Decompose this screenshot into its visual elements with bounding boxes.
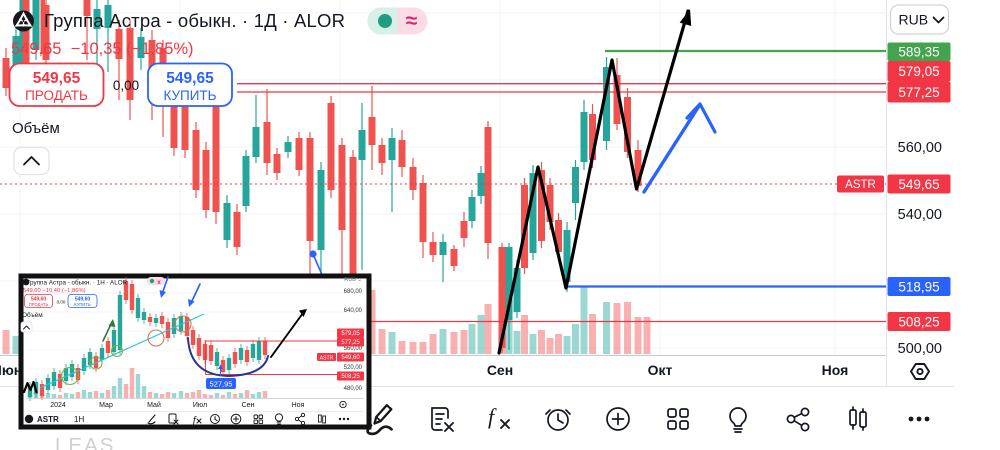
svg-text:0,00: 0,00: [57, 300, 66, 305]
svg-text:560,00: 560,00: [898, 140, 942, 156]
svg-text:549,60: 549,60: [75, 297, 91, 303]
svg-text:КУПИТЬ: КУПИТЬ: [163, 88, 216, 103]
svg-text:Мар: Мар: [99, 402, 113, 409]
svg-text:f: f: [488, 404, 497, 429]
svg-text:Июл: Июл: [193, 402, 207, 409]
svg-text:579,05: 579,05: [341, 331, 360, 337]
svg-text:Объём: Объём: [22, 311, 43, 319]
svg-text:680,00: 680,00: [344, 289, 363, 295]
svg-text:549,65: 549,65: [33, 70, 81, 87]
svg-text:589,35: 589,35: [898, 45, 939, 60]
svg-text:ПРОДАТЬ: ПРОДАТЬ: [29, 302, 49, 307]
svg-text:640,00: 640,00: [344, 308, 363, 314]
svg-text:549,65: 549,65: [898, 177, 939, 192]
svg-text:520,00: 520,00: [344, 365, 363, 371]
svg-text:549,65 −10,35 (−1,85%): 549,65 −10,35 (−1,85%): [11, 40, 194, 58]
svg-text:549,60 −10,40 (−1,86%): 549,60 −10,40 (−1,86%): [23, 288, 86, 294]
svg-text:LEAS: LEAS: [55, 434, 115, 450]
svg-text:Ноя: Ноя: [292, 402, 305, 409]
svg-text:549,65: 549,65: [166, 70, 214, 87]
svg-text:Сен: Сен: [487, 362, 513, 378]
svg-text:500,00: 500,00: [898, 341, 942, 357]
svg-text:Июн: Июн: [0, 362, 22, 378]
svg-text:ƒ: ƒ: [192, 415, 198, 426]
svg-text:549,60: 549,60: [31, 297, 47, 303]
svg-text:518,95: 518,95: [898, 279, 939, 294]
svg-text:x: x: [157, 280, 161, 286]
svg-text:549,60: 549,60: [341, 355, 360, 361]
svg-text:508,25: 508,25: [898, 314, 939, 329]
svg-text:508,25: 508,25: [341, 374, 360, 380]
svg-text:Сен: Сен: [242, 402, 255, 409]
svg-text:КУПИТЬ: КУПИТЬ: [74, 302, 91, 307]
svg-text:579,05: 579,05: [898, 64, 939, 79]
svg-text:ASTR: ASTR: [845, 179, 876, 191]
svg-text:ПРОДАТЬ: ПРОДАТЬ: [25, 88, 88, 103]
svg-text:RUB: RUB: [899, 12, 929, 28]
svg-text:0,00: 0,00: [113, 78, 139, 93]
svg-text:ASTR: ASTR: [37, 415, 59, 424]
svg-text:1H: 1H: [74, 415, 84, 424]
svg-text:Группа Астра - обыкн. · 1H · A: Группа Астра - обыкн. · 1H · ALOR: [27, 279, 128, 287]
svg-text:RUB ⌄: RUB ⌄: [344, 277, 362, 283]
svg-text:540,00: 540,00: [898, 207, 942, 223]
svg-text:577,25: 577,25: [898, 85, 939, 100]
svg-text:Май: Май: [147, 401, 161, 409]
svg-text:Группа Астра - обыкн. · 1Д · A: Группа Астра - обыкн. · 1Д · ALOR: [44, 10, 345, 31]
svg-text:577,25: 577,25: [341, 340, 360, 346]
svg-text:ASTR: ASTR: [320, 356, 334, 362]
svg-text:Ноя: Ноя: [822, 362, 849, 378]
svg-text:560,00: 560,00: [344, 346, 363, 352]
svg-text:480,00: 480,00: [344, 386, 363, 392]
svg-text:527,95: 527,95: [210, 380, 233, 389]
svg-text:Объём: Объём: [12, 120, 60, 137]
svg-text:2024: 2024: [50, 402, 66, 409]
svg-text:≈: ≈: [406, 10, 418, 33]
svg-text:Окт: Окт: [648, 362, 673, 378]
